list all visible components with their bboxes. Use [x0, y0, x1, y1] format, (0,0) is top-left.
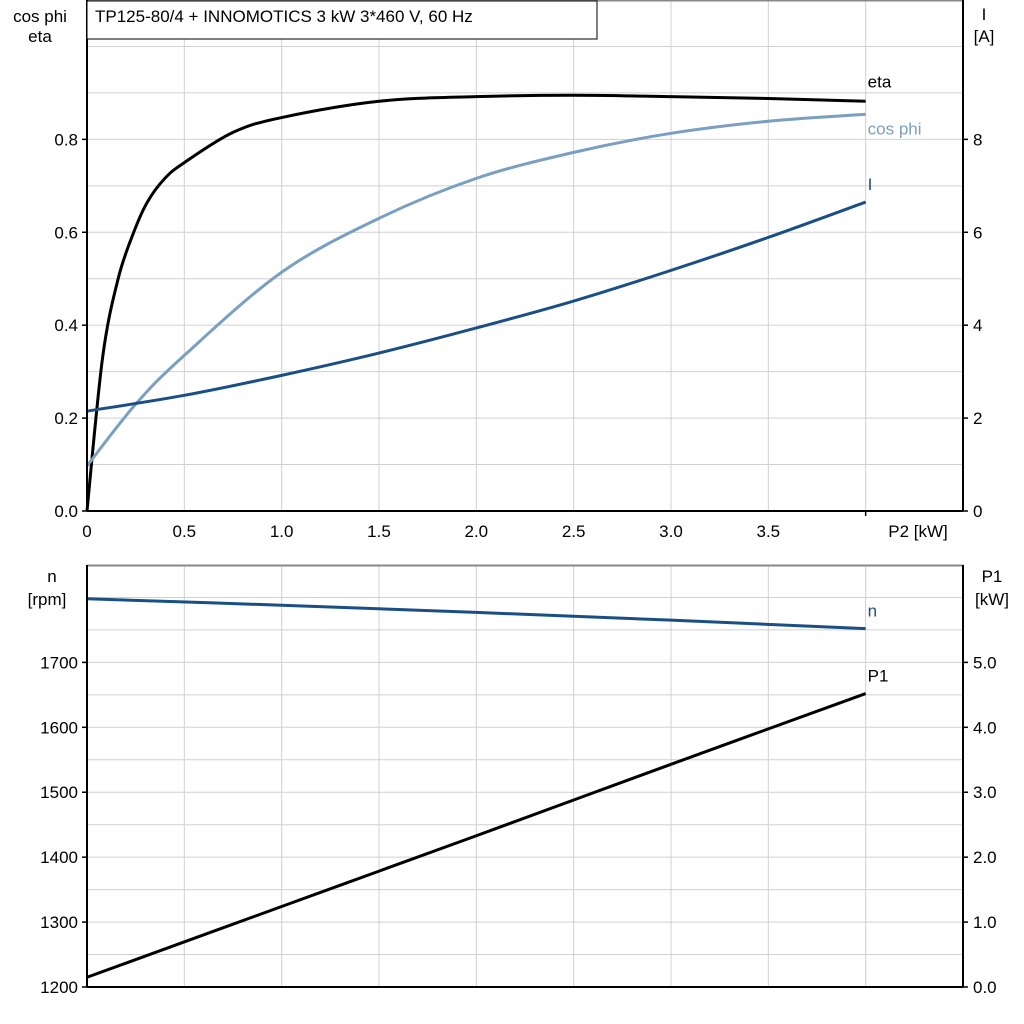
labels: 0.0 0.2 0.4 0.6 0.8 0 2 4 6 8 0 0.5 1.0 1.5 2.0 2.5 3.0 3…: [40, 72, 996, 997]
bottom-grid: [87, 565, 963, 987]
bottom-left-tick-label: 1500: [40, 783, 78, 802]
axes: [82, 0, 968, 988]
bottom-left-tick-label: 1400: [40, 848, 78, 867]
cos-phi-curve: [85, 112, 866, 467]
top-left-tick-label: 0.4: [54, 316, 78, 335]
bottom-right-axis-label-2: [kW]: [975, 590, 1009, 609]
n-curve: [86, 597, 866, 631]
x-tick-label: 2.0: [465, 522, 489, 541]
p1-curve: [86, 692, 867, 979]
cos-phi-series-label: cos phi: [868, 119, 922, 138]
top-grid: [87, 0, 963, 511]
i-curve: [86, 200, 867, 413]
top-left-tick-label: 0.6: [54, 223, 78, 242]
top-right-tick-label: 8: [973, 130, 982, 149]
top-right-axis-label-1: I: [982, 5, 987, 24]
x-tick-label: 3.0: [659, 522, 683, 541]
bottom-left-axis-label-2: [rpm]: [28, 590, 67, 609]
bottom-right-axis-label-1: P1: [982, 567, 1003, 586]
bottom-left-tick-label: 1700: [40, 653, 78, 672]
bottom-left-tick-label: 1200: [40, 978, 78, 997]
top-right-tick-label: 4: [973, 316, 982, 335]
curves: [85, 93, 867, 979]
bottom-left-tick-label: 1600: [40, 718, 78, 737]
top-right-axis-label-2: [A]: [974, 27, 995, 46]
x-tick-label: 1.0: [270, 522, 294, 541]
top-left-tick-label: 0.2: [54, 409, 78, 428]
n-series-label: n: [868, 602, 877, 621]
x-axis-label: P2 [kW]: [888, 522, 948, 541]
bottom-right-tick-label: 0.0: [973, 978, 997, 997]
bottom-right-tick-label: 1.0: [973, 913, 997, 932]
chart-title: TP125-80/4 + INNOMOTICS 3 kW 3*460 V, 60…: [95, 7, 473, 26]
x-tick-label: 3.5: [757, 522, 781, 541]
bottom-left-axis-label-1: n: [47, 567, 56, 586]
x-tick-label: 0: [82, 522, 91, 541]
top-left-tick-label: 0.0: [54, 502, 78, 521]
bottom-right-tick-label: 5.0: [973, 653, 997, 672]
bottom-right-tick-label: 3.0: [973, 783, 997, 802]
top-left-axis-label-1: cos phi: [13, 7, 67, 26]
bottom-right-tick-label: 4.0: [973, 718, 997, 737]
top-right-tick-label: 2: [973, 409, 982, 428]
eta-curve: [85, 93, 866, 512]
title-box: [86, 0, 598, 40]
i-series-label: I: [868, 175, 873, 194]
bottom-right-tick-label: 2.0: [973, 848, 997, 867]
top-left-axis-label-2: eta: [28, 27, 52, 46]
top-right-tick-label: 0: [973, 502, 982, 521]
top-right-tick-label: 6: [973, 223, 982, 242]
x-tick-label: 1.5: [367, 522, 391, 541]
x-tick-label: 0.5: [173, 522, 197, 541]
x-tick-label: 2.5: [562, 522, 586, 541]
p1-series-label: P1: [868, 667, 889, 686]
eta-series-label: eta: [868, 72, 892, 91]
top-left-tick-label: 0.8: [54, 130, 78, 149]
bottom-left-tick-label: 1300: [40, 913, 78, 932]
